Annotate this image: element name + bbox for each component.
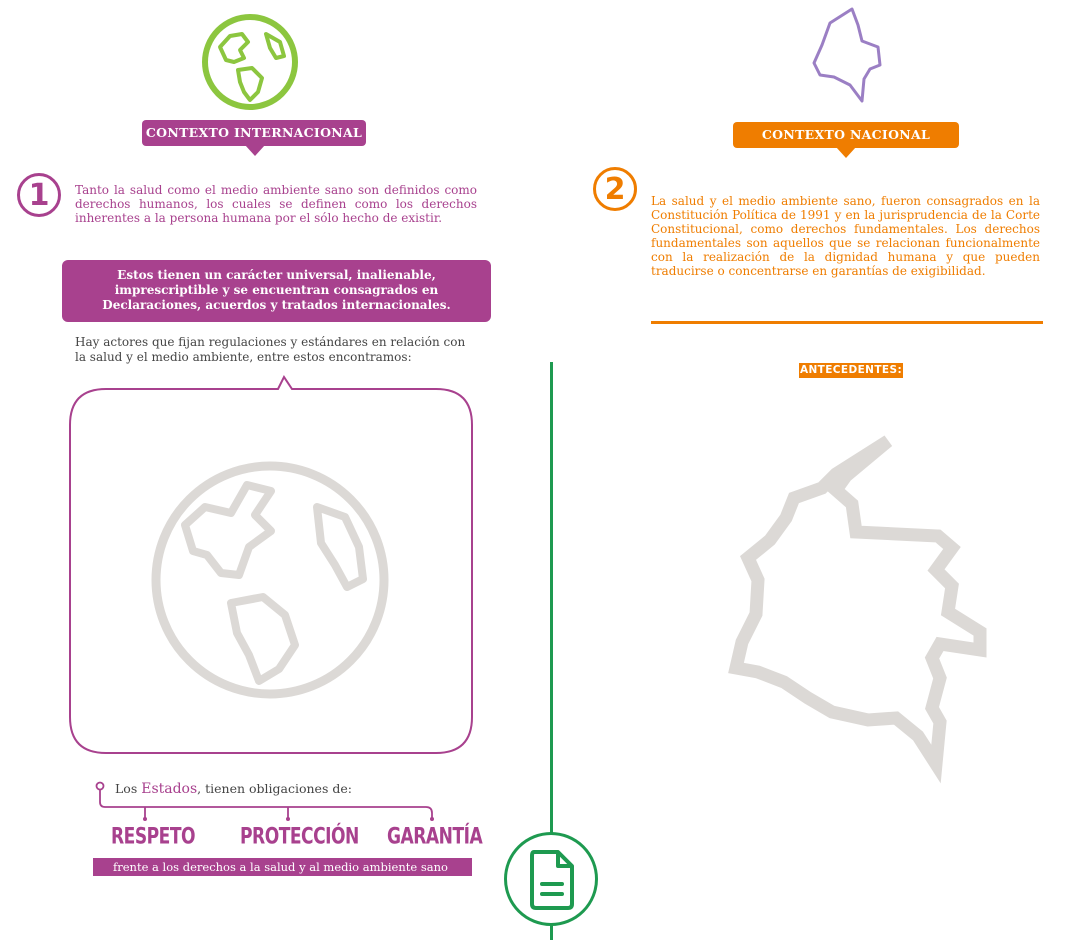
globe-icon <box>202 14 298 110</box>
colombia-map-icon <box>812 7 882 103</box>
badge-contexto-nacional: CONTEXTO NACIONAL <box>733 122 959 148</box>
document-badge <box>504 832 598 926</box>
number-one-badge: 1 <box>17 173 61 217</box>
badge-pointer <box>245 145 265 156</box>
obligation-garantia: GARANTÍA <box>387 824 483 850</box>
antecedentes-label: ANTECEDENTES: <box>799 363 903 378</box>
badge-pointer <box>836 147 856 158</box>
obligation-proteccion: PROTECCIÓN <box>240 824 359 850</box>
obligation-respeto: RESPETO <box>111 824 196 850</box>
universal-rights-box: Estos tienen un carácter universal, inal… <box>62 260 491 322</box>
badge-contexto-internacional: CONTEXTO INTERNACIONAL <box>142 120 366 146</box>
national-divider <box>651 321 1043 324</box>
actors-text: Hay actores que fijan regulaciones y est… <box>75 335 466 364</box>
states-highlight: Estados <box>141 781 198 797</box>
national-intro-text: La salud y el medio ambiente sano, fuero… <box>651 194 1040 278</box>
center-divider <box>550 362 553 940</box>
globe-frame <box>69 375 473 754</box>
globe-icon <box>151 461 389 699</box>
obligations-bracket <box>95 781 434 821</box>
number-two-badge: 2 <box>593 167 637 211</box>
obligations-footer: frente a los derechos a la salud y al me… <box>93 858 472 876</box>
states-obligations-text: Los Estados, tienen obligaciones de: <box>115 781 352 797</box>
colombia-map-icon <box>728 435 987 784</box>
document-icon <box>530 850 574 910</box>
international-intro-text: Tanto la salud como el medio ambiente sa… <box>75 183 477 225</box>
